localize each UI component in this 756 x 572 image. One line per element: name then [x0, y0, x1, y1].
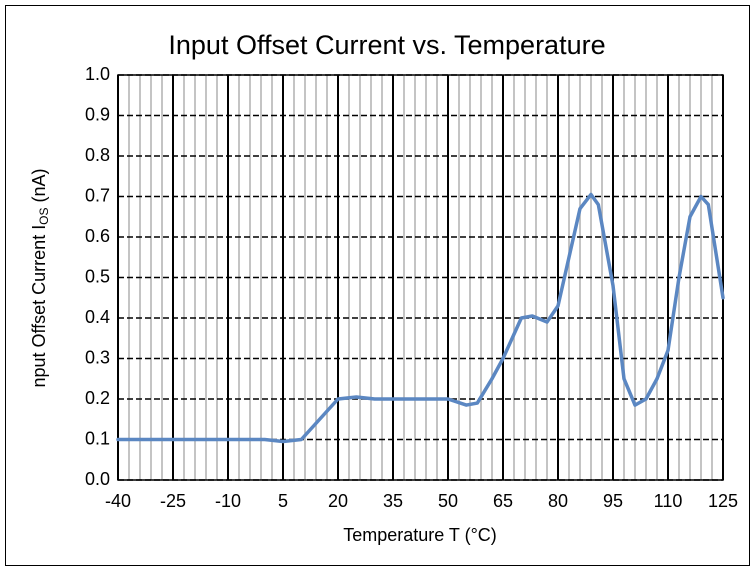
y-tick-label: 0.1	[85, 428, 110, 448]
x-tick-label: 50	[438, 491, 458, 511]
y-tick-label: 0.9	[85, 104, 110, 124]
plot-border	[117, 74, 724, 481]
x-tick-label: 95	[603, 491, 623, 511]
y-tick-label: 0.8	[85, 145, 110, 165]
y-tick-label: 0.6	[85, 226, 110, 246]
x-tick-label: 80	[548, 491, 568, 511]
x-tick-label: -40	[105, 491, 131, 511]
y-tick-label: 0.7	[85, 185, 110, 205]
x-tick-label: 65	[493, 491, 513, 511]
y-tick-label: 0.5	[85, 266, 110, 286]
y-label-end: (nA)	[29, 168, 49, 207]
x-tick-label: 125	[708, 491, 738, 511]
y-label-text: nput Offset Current I	[29, 225, 49, 388]
x-tick-label: -25	[160, 491, 186, 511]
y-tick-label: 0.2	[85, 388, 110, 408]
x-tick-label: 110	[654, 491, 683, 511]
x-tick-label: -10	[215, 491, 241, 511]
x-tick-label: 20	[328, 491, 348, 511]
x-tick-label: 5	[278, 491, 288, 511]
y-tick-label: 0.0	[85, 469, 110, 489]
plot: 0.0 0.1 0.2 0.3 0.4 0.5 0.6 0.7 0.8 0.9 1.0 -40 -25 -…	[85, 64, 738, 511]
chart-title: Input Offset Current vs. Temperature	[168, 30, 605, 60]
y-tick-label: 1.0	[85, 64, 110, 84]
x-tick-label: 35	[383, 491, 403, 511]
x-axis-label: Temperature T (°C)	[343, 525, 497, 545]
y-label-sub: OS	[37, 207, 51, 224]
y-tick-label: 0.4	[85, 307, 110, 327]
y-axis-label: nput Offset Current IOS (nA)	[29, 168, 51, 387]
data-line	[116, 192, 725, 444]
y-tick-label: 0.3	[85, 347, 110, 367]
